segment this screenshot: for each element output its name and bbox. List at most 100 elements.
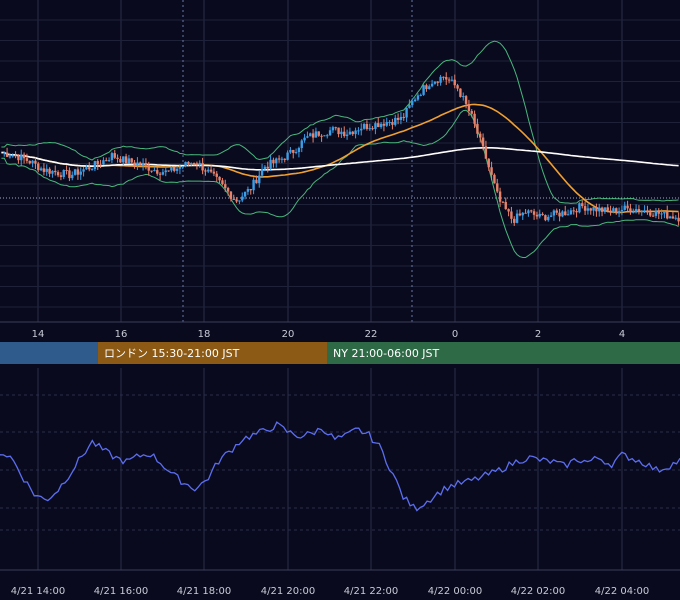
candle-body: [37, 163, 40, 171]
candle-body: [113, 153, 116, 158]
candle-body: [674, 217, 677, 219]
candle-body: [470, 111, 473, 114]
x-tick-label-datetime: 4/22 00:00: [428, 586, 482, 597]
candle-body: [105, 160, 108, 162]
candle-body: [496, 183, 499, 192]
candle-body: [25, 158, 29, 161]
candle-body: [82, 169, 85, 172]
candle-body: [617, 211, 621, 214]
candle-body: [612, 208, 615, 213]
candle-body: [309, 133, 312, 137]
candle-body: [649, 212, 652, 216]
candle-body: [552, 210, 556, 216]
candle-body: [141, 163, 145, 165]
candle-body: [122, 156, 125, 163]
candle-body: [42, 168, 46, 172]
candle-body: [524, 212, 527, 214]
candle-body: [586, 208, 590, 211]
candle-body: [671, 216, 675, 219]
candle-body: [31, 160, 34, 164]
candle-body: [637, 209, 641, 212]
candle-body: [581, 203, 584, 207]
candle-body: [589, 208, 592, 211]
candle-body: [405, 107, 408, 118]
candle-body: [65, 170, 68, 172]
candle-body: [473, 113, 476, 124]
candle-body: [198, 162, 201, 165]
x-tick-label-hour: 18: [198, 329, 211, 340]
candle-body: [484, 146, 488, 159]
candle-body: [391, 121, 394, 125]
candle-body: [408, 105, 411, 108]
candle-body: [623, 205, 626, 210]
candle-body: [289, 149, 292, 153]
candle-body: [277, 158, 281, 160]
candle-body: [266, 166, 269, 169]
x-tick-label-hour: 16: [115, 329, 128, 340]
candle-body: [544, 215, 547, 221]
candle-body: [399, 116, 403, 120]
candle-body: [317, 131, 320, 136]
candle-body: [243, 191, 247, 197]
candle-body: [124, 156, 128, 164]
candle-body: [139, 162, 142, 165]
candle-body: [127, 158, 131, 164]
candle-body: [328, 130, 332, 136]
candle-body: [578, 203, 581, 213]
candle-body: [433, 81, 437, 84]
candle-body: [5, 152, 9, 157]
candle-body: [464, 96, 468, 104]
candle-body: [382, 123, 386, 126]
candle-body: [252, 179, 255, 191]
candle-body: [561, 211, 564, 217]
candle-body: [255, 179, 258, 184]
candle-body: [201, 162, 204, 171]
candle-body: [283, 158, 286, 160]
candle-body: [73, 169, 77, 175]
candle-body: [156, 170, 159, 174]
candle-body: [190, 163, 193, 165]
candle-body: [428, 86, 431, 90]
candle-body: [345, 134, 349, 137]
candle-body: [178, 167, 182, 169]
candle-body: [493, 174, 496, 184]
candle-body: [385, 122, 388, 126]
candle-body: [326, 135, 329, 137]
candle-body: [558, 212, 561, 217]
candle-body: [626, 205, 629, 209]
candle-body: [445, 77, 448, 80]
candle-body: [306, 136, 309, 138]
candle-body: [56, 172, 60, 176]
candle-body: [147, 165, 150, 171]
candle-body: [28, 160, 31, 164]
candle-body: [450, 79, 454, 81]
candle-body: [8, 156, 12, 158]
candle-body: [167, 170, 170, 172]
candle-body: [107, 160, 111, 162]
candle-body: [634, 209, 638, 212]
candle-body: [59, 175, 63, 177]
candle-body: [20, 154, 23, 161]
candle-body: [447, 79, 451, 81]
candle-body: [388, 121, 391, 123]
candle-body: [76, 169, 80, 175]
candle-body: [246, 189, 250, 192]
candle-body: [541, 213, 544, 216]
candle-body: [530, 210, 533, 212]
candle-body: [116, 157, 119, 159]
candle-body: [153, 170, 156, 172]
candle-body: [467, 103, 471, 112]
candle-body: [629, 208, 632, 213]
candle-body: [39, 168, 43, 171]
candle-body: [632, 211, 635, 213]
candle-body: [456, 85, 459, 89]
candle-body: [187, 161, 190, 165]
candle-body: [504, 202, 507, 210]
candle-body: [195, 163, 199, 165]
candle-body: [96, 161, 99, 165]
candle-body: [498, 191, 502, 202]
candle-body: [374, 123, 377, 129]
candle-body: [173, 166, 176, 171]
x-tick-label-datetime: 4/21 14:00: [11, 586, 65, 597]
